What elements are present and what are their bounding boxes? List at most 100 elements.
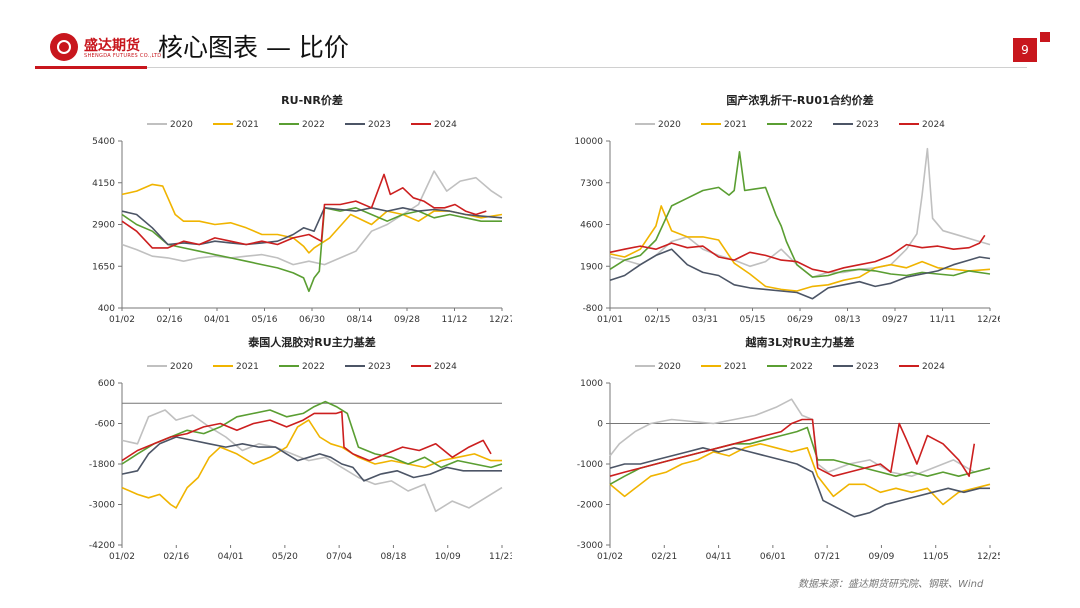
chart-title: 越南3L对RU主力基差 [744, 335, 854, 349]
y-tick-label: 1650 [92, 262, 115, 272]
x-tick-label: 02/16 [157, 315, 183, 325]
slide-header: 盛达期货 SHENGDA FUTURES CO.,LTD 核心图表 — 比价 9 [0, 0, 1080, 70]
series-line-2024 [121, 410, 492, 462]
series-line-2021 [121, 183, 503, 254]
y-tick-label: -800 [583, 304, 604, 314]
y-tick-label: 10000 [574, 137, 603, 147]
x-tick-label: 08/14 [347, 315, 373, 325]
y-tick-label: 2900 [92, 221, 115, 231]
y-tick-label: 1900 [580, 262, 603, 272]
x-tick-label: 05/16 [252, 315, 278, 325]
y-tick-label: -600 [95, 420, 116, 430]
company-logo-icon [50, 33, 78, 61]
series-line-2023 [609, 248, 991, 300]
page-number: 9 [1013, 38, 1037, 62]
x-tick-label: 06/29 [787, 315, 813, 325]
series-line-2020 [121, 170, 503, 266]
x-tick-label: 12/27 [489, 315, 512, 325]
x-tick-label: 04/01 [218, 552, 244, 562]
y-tick-label: -1800 [89, 460, 115, 470]
x-tick-label: 01/02 [109, 552, 135, 562]
x-tick-label: 10/09 [435, 552, 461, 562]
series-line-2023 [121, 436, 502, 482]
x-tick-label: 06/30 [299, 315, 325, 325]
legend-label-2021: 2021 [724, 362, 747, 372]
series-line-2024 [609, 234, 986, 274]
chart-vietnam-3l-basis: 越南3L对RU主力基差 2020 2021 2022 2023 2024 -3000 -200… [577, 335, 1000, 562]
corner-square [1040, 32, 1050, 42]
series-line-2021 [121, 419, 502, 509]
chart-thai-mixed-basis: 泰国人混胶对RU主力基差 2020 2021 2022 2023 2024 -4200 -30… [89, 335, 512, 562]
x-tick-label: 11/23 [489, 552, 512, 562]
y-tick-label: 5400 [92, 137, 115, 147]
x-tick-label: 08/18 [380, 552, 406, 562]
y-tick-label: 4600 [580, 221, 603, 231]
chart-ru-nr-spread: RU-NR价差 2020 2021 2022 2023 2024 400 1650 2900 41… [92, 93, 512, 325]
y-tick-label: -2000 [577, 501, 603, 511]
x-tick-label: 09/28 [394, 315, 420, 325]
y-tick-label: 400 [98, 304, 115, 314]
x-tick-label: 03/31 [692, 315, 718, 325]
x-tick-label: 02/16 [163, 552, 189, 562]
series-line-2021 [609, 443, 991, 506]
x-tick-label: 09/27 [882, 315, 908, 325]
series-line-2022 [609, 151, 991, 278]
y-tick-label: 1000 [580, 379, 603, 389]
x-tick-label: 01/02 [109, 315, 135, 325]
y-tick-label: -3000 [89, 501, 115, 511]
header-divider [147, 67, 1027, 68]
x-tick-label: 09/09 [868, 552, 894, 562]
x-tick-label: 01/02 [597, 552, 623, 562]
legend-label-2020: 2020 [658, 362, 681, 372]
legend-label-2024: 2024 [922, 362, 945, 372]
chart-domestic-latex-spread: 国产浓乳折干-RU01合约价差 2020 2021 2022 2023 2024 -800 1… [574, 93, 1000, 325]
chart-title: RU-NR价差 [281, 93, 343, 107]
x-tick-label: 07/21 [814, 552, 840, 562]
legend-label-2020: 2020 [170, 120, 193, 130]
y-tick-label: 600 [98, 379, 115, 389]
legend-label-2023: 2023 [856, 120, 879, 130]
legend-label-2021: 2021 [236, 362, 259, 372]
x-tick-label: 12/25 [977, 552, 1000, 562]
legend-label-2022: 2022 [790, 120, 813, 130]
y-tick-label: -3000 [577, 541, 603, 551]
x-tick-label: 06/01 [760, 552, 786, 562]
series-line-2020 [121, 409, 503, 513]
x-tick-label: 11/12 [442, 315, 468, 325]
legend-label-2024: 2024 [922, 120, 945, 130]
x-tick-label: 04/01 [204, 315, 230, 325]
x-tick-label: 05/15 [740, 315, 766, 325]
x-tick-label: 02/21 [651, 552, 677, 562]
y-tick-label: 0 [597, 420, 603, 430]
x-tick-label: 05/20 [272, 552, 298, 562]
series-line-2022 [609, 426, 991, 485]
x-tick-label: 01/01 [597, 315, 623, 325]
series-line-2024 [609, 418, 976, 477]
x-tick-label: 04/11 [706, 552, 732, 562]
page-title: 核心图表 — 比价 [158, 33, 349, 62]
legend-label-2024: 2024 [434, 362, 457, 372]
series-line-2020 [609, 147, 991, 278]
y-tick-label: -4200 [89, 541, 115, 551]
chart-title: 泰国人混胶对RU主力基差 [247, 335, 375, 349]
legend-label-2024: 2024 [434, 120, 457, 130]
x-tick-label: 11/05 [923, 552, 949, 562]
legend-label-2023: 2023 [368, 120, 391, 130]
legend-label-2021: 2021 [724, 120, 747, 130]
legend-label-2020: 2020 [658, 120, 681, 130]
series-line-2024 [121, 173, 487, 249]
legend-label-2023: 2023 [856, 362, 879, 372]
y-tick-label: 4150 [92, 179, 115, 189]
series-line-2022 [121, 400, 503, 469]
legend-label-2021: 2021 [236, 120, 259, 130]
series-line-2023 [609, 447, 990, 518]
series-line-2022 [121, 207, 502, 293]
y-tick-label: 7300 [580, 179, 603, 189]
y-tick-label: -1000 [577, 460, 603, 470]
x-tick-label: 07/04 [326, 552, 352, 562]
x-tick-label: 12/26 [977, 315, 1000, 325]
header-accent-rule [35, 66, 147, 69]
series-line-2023 [121, 207, 503, 246]
legend-label-2022: 2022 [302, 120, 325, 130]
legend-label-2023: 2023 [368, 362, 391, 372]
